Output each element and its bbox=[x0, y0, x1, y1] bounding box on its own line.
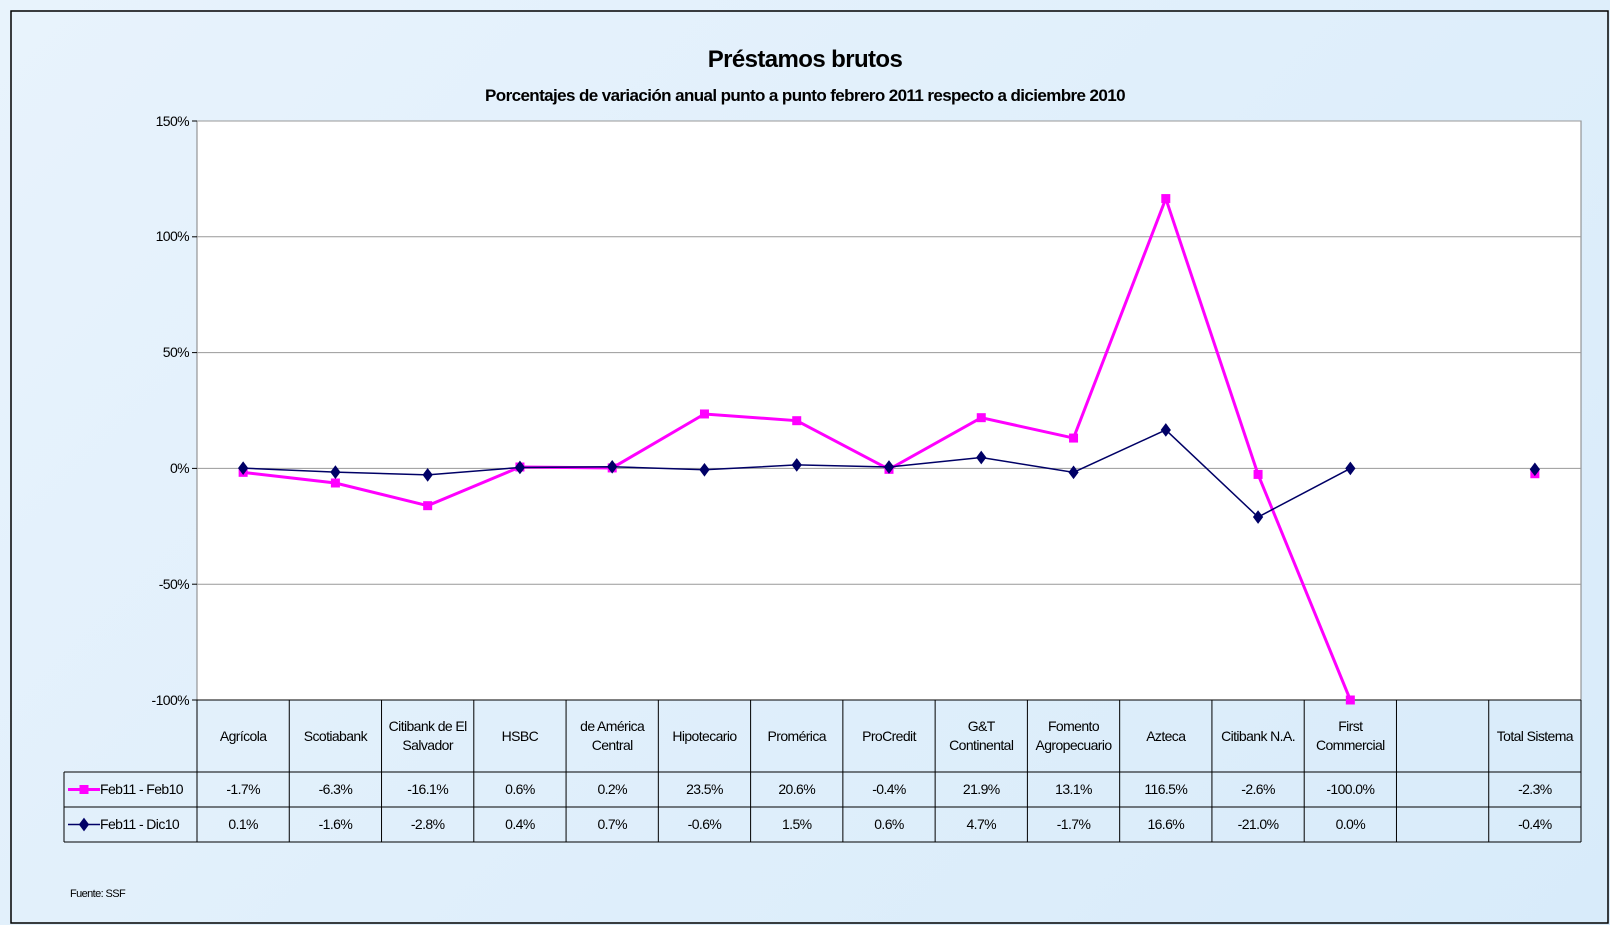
marker bbox=[699, 409, 709, 419]
data-label: -100.0% bbox=[1326, 781, 1375, 797]
source-note: Fuente: SSF bbox=[70, 887, 126, 900]
marker bbox=[1253, 469, 1263, 479]
data-label: -16.1% bbox=[407, 781, 449, 797]
x-category-label: de América Central bbox=[580, 718, 645, 753]
x-category-label: Fomento Agropecuario bbox=[1035, 718, 1112, 753]
data-label: 116.5% bbox=[1144, 781, 1188, 797]
data-label: 16.6% bbox=[1147, 816, 1185, 832]
x-category-label: Hipotecario bbox=[672, 727, 737, 744]
y-tick-label: 0% bbox=[169, 459, 190, 476]
legend-label: Feb11 - Dic10 bbox=[100, 816, 180, 832]
data-label: -1.7% bbox=[226, 781, 260, 797]
data-label: -0.4% bbox=[872, 781, 906, 797]
plot-area bbox=[196, 120, 1582, 701]
x-category-label: HSBC bbox=[501, 727, 539, 744]
marker bbox=[1345, 695, 1355, 705]
data-label: 20.6% bbox=[778, 781, 816, 797]
y-tick-label: -100% bbox=[151, 691, 190, 708]
data-label: 0.2% bbox=[597, 781, 627, 797]
marker bbox=[607, 459, 618, 474]
data-label: -6.3% bbox=[318, 781, 353, 797]
marker bbox=[1068, 465, 1079, 480]
marker bbox=[79, 785, 89, 794]
data-label: -1.6% bbox=[318, 816, 353, 832]
data-label: 0.4% bbox=[505, 816, 535, 832]
x-category-label: Citibank N.A. bbox=[1221, 727, 1296, 744]
marker bbox=[699, 462, 710, 477]
data-label: 0.6% bbox=[874, 816, 904, 832]
marker bbox=[1345, 461, 1356, 476]
x-category-label: Promérica bbox=[767, 727, 827, 744]
marker bbox=[976, 450, 987, 465]
chart-border bbox=[10, 10, 1609, 924]
marker bbox=[238, 461, 249, 476]
data-label: -2.3% bbox=[1518, 781, 1552, 797]
y-tick-label: 150% bbox=[155, 112, 190, 129]
data-label: 0.6% bbox=[505, 781, 535, 797]
marker bbox=[792, 416, 802, 426]
x-category-label: Total Sistema bbox=[1496, 727, 1574, 744]
marker bbox=[514, 460, 526, 475]
marker bbox=[330, 465, 341, 479]
x-category-label: Agrícola bbox=[219, 727, 267, 744]
y-tick-label: 100% bbox=[155, 228, 190, 245]
data-label: -2.6% bbox=[1241, 781, 1275, 797]
marker bbox=[78, 817, 90, 832]
data-label: -21.0% bbox=[1237, 816, 1279, 832]
chart-subtitle: Porcentajes de variación anual punto a p… bbox=[485, 85, 1126, 105]
data-label: 0.7% bbox=[597, 816, 627, 832]
data-label: 23.5% bbox=[686, 781, 723, 797]
marker bbox=[1161, 194, 1171, 204]
y-tick-label: 50% bbox=[162, 344, 190, 361]
data-label: -1.7% bbox=[1056, 816, 1091, 832]
data-label: -0.4% bbox=[1518, 816, 1552, 832]
x-category-label: First Commercial bbox=[1315, 718, 1385, 753]
x-category-label: Scotiabank bbox=[303, 727, 368, 744]
marker bbox=[330, 478, 340, 488]
data-label: 1.5% bbox=[781, 816, 812, 832]
x-category-label: ProCredit bbox=[862, 727, 916, 744]
marker bbox=[1160, 423, 1171, 437]
data-label: -0.6% bbox=[687, 816, 722, 832]
data-label: 0.1% bbox=[228, 816, 258, 832]
chart-title: Préstamos brutos bbox=[707, 45, 903, 73]
marker bbox=[791, 458, 802, 472]
data-label: 21.9% bbox=[962, 781, 1000, 797]
data-label: 4.7% bbox=[966, 816, 997, 832]
marker bbox=[1252, 510, 1264, 524]
data-label: 0.0% bbox=[1335, 816, 1366, 832]
marker bbox=[1069, 433, 1079, 443]
marker bbox=[976, 413, 986, 423]
data-label: -2.8% bbox=[410, 816, 445, 832]
y-tick-label: -50% bbox=[158, 575, 190, 592]
legend-label: Feb11 - Feb10 bbox=[100, 781, 184, 797]
marker bbox=[423, 501, 433, 511]
marker bbox=[422, 468, 433, 482]
x-category-label: G&T Continental bbox=[949, 718, 1014, 753]
x-category-label: Azteca bbox=[1146, 727, 1186, 744]
x-category-label: Citibank de El Salvador bbox=[388, 718, 468, 753]
marker bbox=[1529, 462, 1540, 477]
marker bbox=[883, 460, 895, 474]
data-label: 13.1% bbox=[1055, 781, 1092, 797]
